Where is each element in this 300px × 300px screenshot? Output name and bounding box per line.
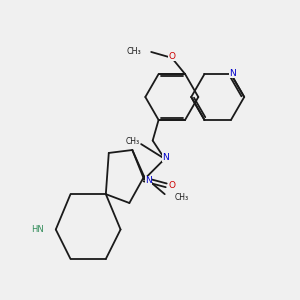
Text: CH₃: CH₃ [175, 193, 189, 202]
Text: O: O [168, 52, 175, 61]
Text: CH₃: CH₃ [126, 46, 141, 56]
Text: HN: HN [31, 225, 44, 234]
Text: O: O [169, 181, 176, 190]
Text: N: N [145, 176, 152, 185]
Text: N: N [229, 69, 236, 78]
Text: CH₃: CH₃ [126, 137, 140, 146]
Text: N: N [162, 153, 169, 162]
